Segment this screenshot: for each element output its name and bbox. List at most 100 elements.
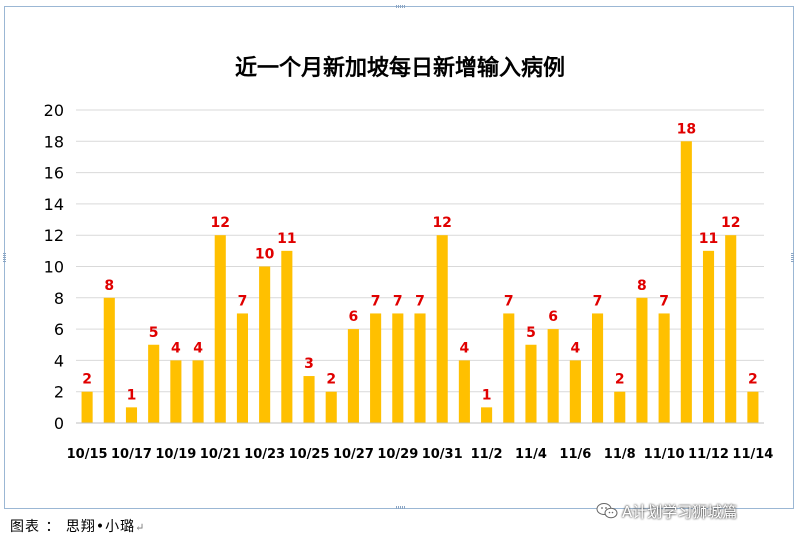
bar	[414, 313, 426, 423]
data-label: 8	[637, 278, 647, 294]
y-tick-label: 10	[44, 258, 64, 277]
bar	[636, 297, 648, 423]
x-tick-label: 10/17	[111, 447, 152, 462]
x-tick-label: 10/31	[422, 447, 463, 462]
resize-handle-bottom[interactable]	[396, 506, 405, 509]
bar	[325, 391, 337, 423]
y-tick-label: 12	[44, 226, 64, 245]
bar	[503, 313, 515, 423]
bar	[458, 360, 470, 423]
y-tick-label: 14	[44, 195, 64, 214]
data-label: 7	[393, 293, 403, 309]
data-label: 12	[211, 215, 230, 231]
data-label: 7	[371, 293, 381, 309]
y-tick-label: 2	[54, 383, 64, 402]
data-label: 4	[171, 340, 181, 356]
y-tick-label: 8	[54, 289, 64, 308]
watermark: A计划学习狮城篇	[596, 500, 737, 522]
bar	[103, 297, 115, 423]
data-label: 2	[82, 372, 92, 388]
chart-frame	[4, 6, 794, 509]
resize-handle-top[interactable]	[396, 5, 405, 8]
bar	[392, 313, 404, 423]
data-label: 1	[482, 387, 492, 403]
bar	[569, 360, 581, 423]
chart-title: 近一个月新加坡每日新增输入病例	[234, 56, 565, 81]
resize-handle-right[interactable]	[791, 253, 794, 262]
y-tick-label: 4	[54, 351, 64, 370]
data-label: 7	[415, 293, 425, 309]
data-label: 1	[127, 387, 137, 403]
bar	[347, 329, 359, 423]
bar	[370, 313, 382, 423]
data-label: 8	[104, 278, 114, 294]
resize-handle-left[interactable]	[3, 253, 6, 262]
data-label: 5	[526, 325, 536, 341]
bar	[747, 391, 759, 423]
bar	[148, 344, 160, 423]
data-label: 6	[349, 309, 359, 325]
y-tick-label: 6	[54, 320, 64, 339]
bar	[658, 313, 670, 423]
bar	[281, 250, 293, 423]
data-label: 18	[677, 121, 696, 137]
bar	[525, 344, 537, 423]
wechat-icon	[596, 503, 618, 519]
y-tick-label: 18	[44, 132, 64, 151]
x-tick-label: 10/29	[377, 447, 418, 462]
data-label: 6	[548, 309, 558, 325]
bar	[592, 313, 604, 423]
y-tick-label: 20	[44, 101, 64, 120]
bar	[481, 407, 493, 423]
bar	[725, 235, 737, 423]
bar	[125, 407, 138, 423]
data-label: 10	[255, 247, 275, 263]
y-tick-label: 16	[44, 164, 64, 183]
data-label: 11	[277, 231, 296, 247]
x-tick-label: 11/8	[604, 447, 636, 462]
data-label: 2	[615, 372, 625, 388]
x-tick-label: 11/4	[515, 447, 547, 462]
data-label: 5	[149, 325, 159, 341]
x-tick-label: 10/19	[155, 447, 196, 462]
bar	[259, 266, 271, 423]
x-tick-label: 11/6	[559, 447, 591, 462]
data-label: 7	[238, 293, 248, 309]
x-tick-label: 10/21	[200, 447, 241, 462]
data-label: 7	[593, 293, 603, 309]
chart-caption: 图表 ： 思翔•小璐↵	[10, 516, 145, 536]
x-tick-label: 10/25	[289, 447, 330, 462]
bar	[170, 360, 182, 423]
bar	[303, 376, 315, 423]
x-tick-label: 11/10	[644, 447, 685, 462]
x-tick-label: 10/15	[67, 447, 108, 462]
x-tick-label: 11/12	[688, 447, 729, 462]
x-tick-label: 10/27	[333, 447, 374, 462]
bar	[614, 391, 626, 423]
watermark-text: A计划学习狮城篇	[622, 502, 738, 521]
data-label: 4	[193, 340, 203, 356]
data-label: 2	[326, 372, 336, 388]
bar	[547, 329, 559, 423]
bar	[214, 235, 226, 423]
bar	[680, 141, 692, 424]
return-mark-icon: ↵	[135, 521, 146, 534]
bar	[702, 250, 715, 423]
bar	[236, 313, 248, 423]
x-tick-label: 11/14	[732, 447, 773, 462]
x-tick-label: 10/23	[244, 447, 285, 462]
data-label: 12	[432, 215, 451, 231]
data-label: 4	[570, 340, 580, 356]
bar	[192, 360, 204, 423]
data-label: 2	[748, 372, 758, 388]
data-label: 12	[721, 215, 740, 231]
x-tick-label: 11/2	[471, 447, 503, 462]
data-label: 7	[504, 293, 514, 309]
caption-text: 图表 ： 思翔•小璐	[10, 519, 136, 535]
data-label: 11	[699, 231, 718, 247]
y-tick-label: 0	[54, 414, 64, 433]
data-label: 3	[304, 356, 314, 372]
bar	[81, 391, 93, 423]
bar	[436, 235, 448, 423]
